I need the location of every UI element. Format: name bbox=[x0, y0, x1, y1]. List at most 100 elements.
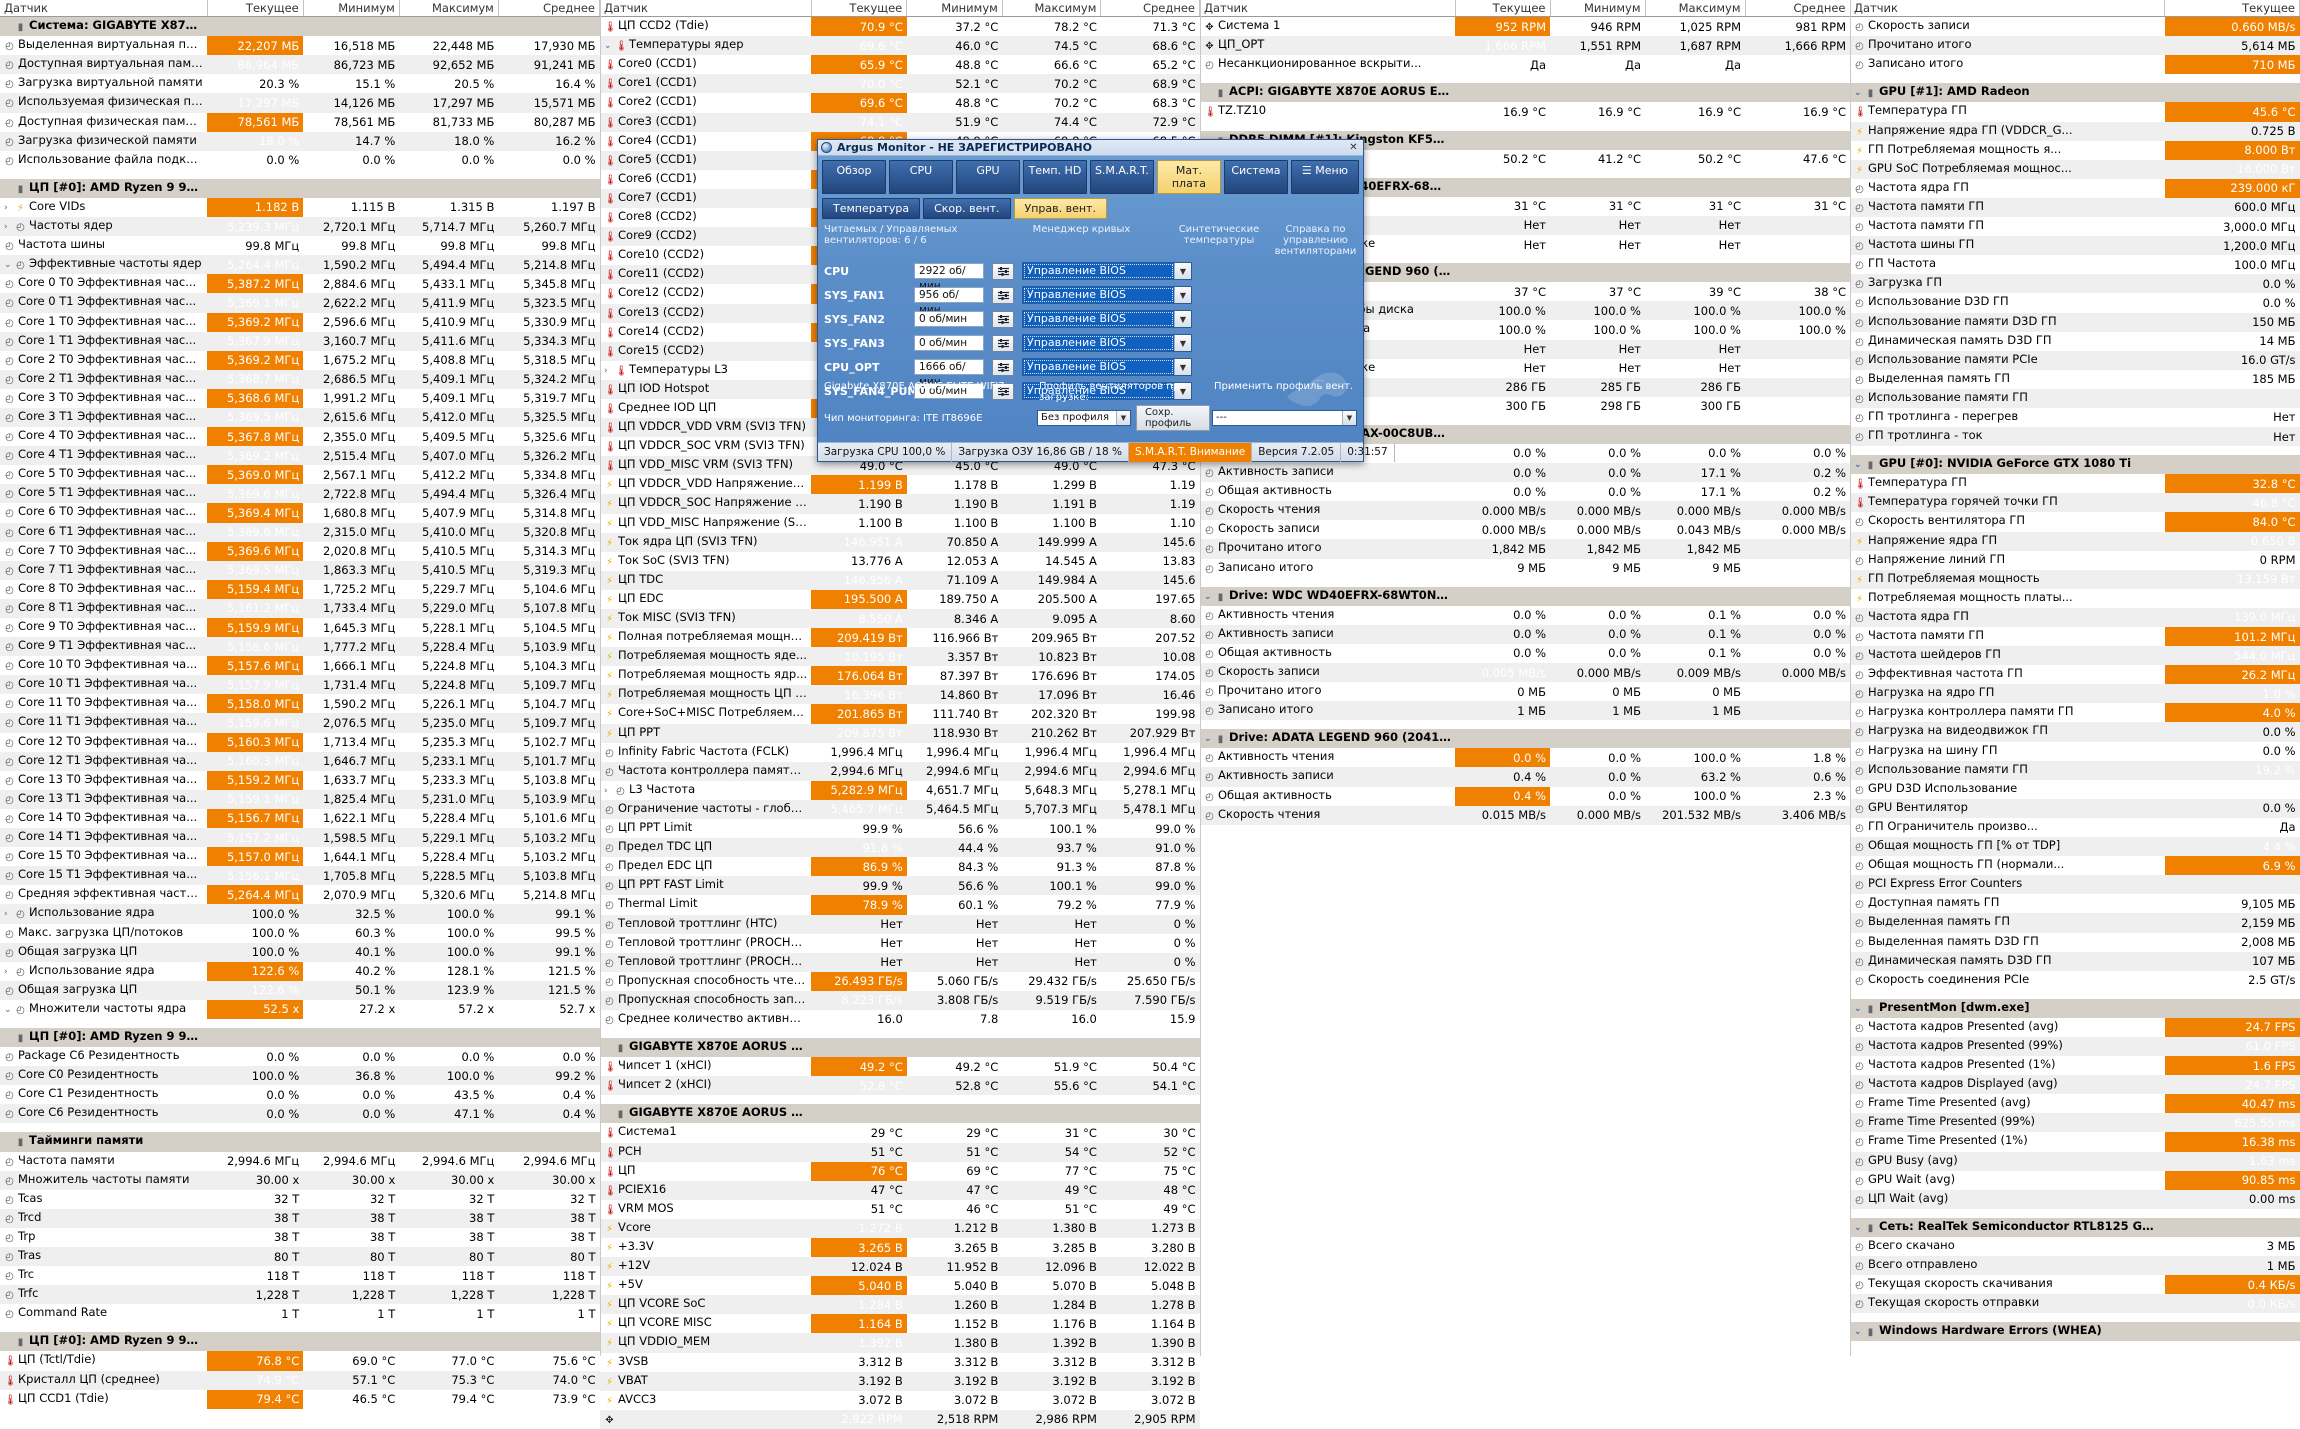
sensor-row[interactable]: ◴ Частота ядра ГП 239.000 кГ bbox=[1850, 178, 2300, 198]
sensor-row[interactable]: ⌄ ◴ Множители частоты ядра 52.5 x 27.2 x 57.2… bbox=[0, 999, 600, 1019]
sensor-row[interactable]: ⚡ Напряжение ядра ГП (VDDCR_G... 0.725 В bbox=[1850, 121, 2300, 141]
sensor-row[interactable]: ◴ Frame Time Presented (avg) 40.47 ms bbox=[1850, 1094, 2300, 1114]
sensor-row[interactable]: ◴ Тепловой троттлинг (PROCHOT... Нет Нет Нет… bbox=[600, 952, 1200, 972]
sensor-row[interactable]: ◴ Всего отправлено 1 МБ bbox=[1850, 1256, 2300, 1276]
sensor-row[interactable]: ◴ Напряжение линий ГП 0 RPM bbox=[1850, 551, 2300, 570]
col-header-min-3[interactable]: Минимум bbox=[1550, 0, 1646, 18]
sensor-row[interactable]: ◴ Частота памяти ГП 101.2 МГц bbox=[1850, 627, 2300, 647]
col-header-avg-3[interactable]: Среднее bbox=[1745, 0, 1851, 18]
sensor-row[interactable]: ⚡ ЦП VDDCR_VDD Напряжение (S... 1.199 В 1.1… bbox=[600, 475, 1200, 495]
sensor-row[interactable]: ◴ Core 15 T1 Эффективная ча... 5,156.1 МГц… bbox=[0, 866, 600, 886]
sensor-row[interactable]: ◴ Доступная память ГП 9,105 МБ bbox=[1850, 894, 2300, 913]
argus-tab-1[interactable]: CPU bbox=[888, 160, 953, 194]
sensor-row[interactable]: ◴ Core 7 T0 Эффективная час... 5,369.6 МГц… bbox=[0, 541, 600, 561]
chevron-right-icon[interactable]: › bbox=[604, 785, 608, 796]
sensor-row[interactable]: ⚡ Vcore 1.272 В 1.212 В 1.380 В 1.273 В bbox=[600, 1218, 1200, 1238]
sensor-row[interactable]: ◴ Core 5 T0 Эффективная час... 5,369.0 МГц… bbox=[0, 465, 600, 485]
sensor-row[interactable]: ◴ Core 8 T1 Эффективная час... 5,161.2 МГц… bbox=[0, 598, 600, 618]
chevron-down-icon[interactable]: ⌄ bbox=[1854, 460, 1862, 471]
sensor-row[interactable]: ⚡ ЦП EDC 195.500 A 189.750 A 205.500 A 197.65 bbox=[600, 589, 1200, 609]
sensor-row[interactable]: 🌡Core0 (CCD1) 65.9 °C 48.8 °C 66.6 °C 65.2 °… bbox=[600, 55, 1200, 75]
sensor-group-header[interactable]: ▮ ЦП [#0]: AMD Ryzen 9 9950X bbox=[0, 178, 600, 198]
sensor-row[interactable]: ◴ Тепловой троттлинг (HTC) Нет Нет Нет 0 % bbox=[600, 914, 1200, 934]
sensor-row[interactable]: ◴ Среднее количество активных... 16.0 7.8 16… bbox=[600, 1010, 1200, 1029]
sensor-row[interactable]: ◴ Активность записи 0.0 % 0.0 % 0.1 % 0.0 % bbox=[1200, 624, 1850, 644]
argus-tab-6[interactable]: Система bbox=[1223, 160, 1288, 194]
sensor-row[interactable]: ⚡ Напряжение ядра ГП 0.650 В bbox=[1850, 531, 2300, 551]
sensor-row[interactable]: ⚡ +12V 12.024 В 11.952 В 12.096 В 12.022 В bbox=[600, 1257, 1200, 1277]
sensor-row[interactable]: ◴ Записано итого 710 МБ bbox=[1850, 55, 2300, 75]
argus-tab-5[interactable]: Мат. плата bbox=[1156, 160, 1221, 194]
sensor-row[interactable]: ⚡ Потребляемая мощность платы... bbox=[1850, 589, 2300, 608]
sensor-row[interactable]: 🌡Core3 (CCD1) 74.1 °C 51.9 °C 74.4 °C 72.9 °… bbox=[600, 112, 1200, 132]
sensor-row[interactable]: ◴ Частота кадров Presented (1%) 1.6 FPS bbox=[1850, 1056, 2300, 1076]
sensor-row[interactable]: ◴ Нагрузка на ядро ГП 1.0 % bbox=[1850, 684, 2300, 704]
sensor-row[interactable]: ⚡ ЦП VCORE MISC 1.164 В 1.152 В 1.176 В 1.164… bbox=[600, 1314, 1200, 1334]
sensor-row[interactable]: ◴ ЦП Wait (avg) 0.00 ms bbox=[1850, 1189, 2300, 1209]
chevron-right-icon[interactable]: › bbox=[604, 365, 608, 376]
sensor-row[interactable]: ◴ Эффективная частота ГП 26.2 МГц bbox=[1850, 665, 2300, 685]
sensor-row[interactable]: 🌡ЦП CCD1 (Tdie) 79.4 °C 46.5 °C 79.4 °C 73.9… bbox=[0, 1389, 600, 1409]
argus-tab-3[interactable]: Темп. HD bbox=[1022, 160, 1087, 194]
sensor-row[interactable]: ◴ ГП тротлинга - перегрев Нет bbox=[1850, 408, 2300, 427]
sensor-row[interactable]: ◴ Использование памяти ГП bbox=[1850, 388, 2300, 408]
sensor-row[interactable]: ◴ Частота памяти ГП 3,000.0 МГц bbox=[1850, 217, 2300, 236]
sensor-group-header[interactable]: ▮Система: GIGABYTE X870E AORUS ELITE WIF… bbox=[0, 16, 600, 37]
sensor-row[interactable]: ◴ Tras 80 T 80 T 80 T 80 T bbox=[0, 1247, 600, 1267]
fan-curve-button[interactable] bbox=[992, 286, 1014, 304]
sensor-row[interactable]: 🌡PCH 51 °C 51 °C 54 °C 52 °C bbox=[600, 1142, 1200, 1162]
sensor-row[interactable]: ◴ Доступная физическая память 78,561 МБ 78,… bbox=[0, 112, 600, 132]
sensor-row[interactable]: ◴ Текущая скорость отправки 0.0 КБ/s bbox=[1850, 1294, 2300, 1314]
sensor-row[interactable]: ◴ Частота памяти ГП 600.0 МГц bbox=[1850, 197, 2300, 218]
sensor-row[interactable]: ◴ PCI Express Error Counters bbox=[1850, 875, 2300, 895]
sensor-row[interactable]: ◴ Средняя эффективная частота 5,264.4 МГц 2… bbox=[0, 885, 600, 905]
sensor-row[interactable]: › ◴ L3 Частота 5,282.9 МГц 4,651.7 МГц 5,648.… bbox=[600, 780, 1200, 800]
sensor-row[interactable]: ⌄ 🌡Температуры ядер 69.6 °C 46.0 °C 74.5 °C 6… bbox=[600, 36, 1200, 56]
sensor-row[interactable]: ◴ Частота контроллера памяти (... 2,994.6 … bbox=[600, 761, 1200, 781]
sensor-row[interactable]: 🌡VRM MOS 51 °C 46 °C 51 °C 49 °C bbox=[600, 1200, 1200, 1219]
sensor-row[interactable]: ◴ Динамическая память D3D ГП 107 МБ bbox=[1850, 951, 2300, 971]
sensor-row[interactable]: › ◴ Использование ядра 100.0 % 32.5 % 100.0 %… bbox=[0, 904, 600, 924]
chevron-down-icon[interactable]: ▼ bbox=[1174, 335, 1191, 351]
sensor-row[interactable]: ◴ Core 6 T0 Эффективная час... 5,369.4 МГц… bbox=[0, 503, 600, 523]
sensor-row[interactable]: ◴ Предел TDC ЦП 91.8 % 44.4 % 93.7 % 91.0 % bbox=[600, 838, 1200, 858]
argus-tab-2[interactable]: GPU bbox=[955, 160, 1020, 194]
sensor-row[interactable]: ◴ Infinity Fabric Частота (FCLK) 1,996.4 М… bbox=[600, 743, 1200, 762]
sensor-row[interactable]: ⚡ ЦП VDDIO_MEM 1.392 В 1.380 В 1.392 В 1.390 … bbox=[600, 1333, 1200, 1353]
sensor-row[interactable]: ⚡ ЦП VDDCR_SOC Напряжение (S... 1.190 В 1.1… bbox=[600, 494, 1200, 514]
sensor-row[interactable]: ◴ Frame Time Presented (1%) 16.38 ms bbox=[1850, 1132, 2300, 1152]
sensor-row[interactable]: ◴ Частота памяти 2,994.6 МГц 2,994.6 МГц 2,9… bbox=[0, 1152, 600, 1171]
sensor-row[interactable]: 🌡ЦП CCD2 (Tdie) 70.9 °C 37.2 °C 78.2 °C 71.3… bbox=[600, 16, 1200, 37]
sensor-row[interactable]: ◴ Использование памяти PCIe 16.0 GT/s bbox=[1850, 350, 2300, 370]
save-profile-button[interactable]: Сохр. профиль bbox=[1135, 405, 1210, 431]
chevron-down-icon[interactable]: ▼ bbox=[1174, 263, 1191, 279]
argus-monitor-dialog[interactable]: Argus Monitor - НЕ ЗАРЕГИСТРИРОВАНО ✕ Об… bbox=[817, 139, 1395, 462]
chevron-down-icon[interactable]: ⌄ bbox=[4, 1004, 12, 1015]
col-header-avg-2[interactable]: Среднее bbox=[1100, 0, 1200, 18]
col-header-current[interactable]: Текущее bbox=[207, 0, 304, 18]
sensor-row[interactable]: ◴ Активность чтения 0.0 % 0.0 % 100.0 % 1.8 % bbox=[1200, 748, 1850, 768]
chevron-down-icon[interactable]: ▼ bbox=[1174, 359, 1191, 375]
sensor-row[interactable]: ◴ Package C6 Резидентность 0.0 % 0.0 % 0.0 %… bbox=[0, 1047, 600, 1066]
col-header-sensor-2[interactable]: Датчик bbox=[600, 0, 812, 18]
col-header-avg[interactable]: Среднее bbox=[498, 0, 601, 18]
sensor-row[interactable]: ◴ Общая активность 0.4 % 0.0 % 100.0 % 2.3 % bbox=[1200, 786, 1850, 806]
sensor-row[interactable]: ◴ Пропускная способность записи... 8.223 Г… bbox=[600, 990, 1200, 1010]
col-header-current-2[interactable]: Текущее bbox=[811, 0, 908, 18]
fan-curve-button[interactable] bbox=[992, 382, 1014, 400]
sensor-row[interactable]: ◴ Предел EDC ЦП 86.9 % 84.3 % 91.3 % 87.8 % bbox=[600, 857, 1200, 877]
sensor-row[interactable]: ◴ Несанкционированное вскрыти... Да Да Да bbox=[1200, 55, 1850, 74]
sensor-row[interactable]: ◴ Core 0 T0 Эффективная час... 5,387.2 МГц… bbox=[0, 274, 600, 294]
sensor-row[interactable]: › ⚡ Core VIDs 1.182 В 1.115 В 1.315 В 1.197 В bbox=[0, 197, 600, 218]
sensor-row[interactable]: 🌡PCIEX16 47 °C 47 °C 49 °C 48 °C bbox=[600, 1180, 1200, 1200]
sensor-row[interactable]: ◴ Скорость записи 0.005 MB/s 0.000 MB/s 0.00… bbox=[1200, 663, 1850, 683]
sensor-group-header[interactable]: ▮ Тайминги памяти bbox=[0, 1132, 600, 1152]
sensor-row[interactable]: ◴ Активность записи 0.0 % 0.0 % 17.1 % 0.2 % bbox=[1200, 463, 1850, 483]
sensor-row[interactable]: ◴ Core 0 T1 Эффективная час... 5,369.1 МГц… bbox=[0, 293, 600, 313]
curve-manager-label[interactable]: Менеджер кривых bbox=[1032, 224, 1131, 235]
col-header-sensor-4[interactable]: Датчик bbox=[1850, 0, 2166, 18]
sensor-row[interactable]: ◴ Core 4 T0 Эффективная час... 5,367.8 МГц… bbox=[0, 427, 600, 447]
sensor-row[interactable]: ◴ Ограничение частоты - глобал... 5,465.7 … bbox=[600, 799, 1200, 820]
fan-mode-select[interactable]: Управление BIOS ▼ bbox=[1022, 358, 1192, 376]
sensor-row[interactable]: ◴ GPU Вентилятор 0.0 % bbox=[1850, 798, 2300, 818]
